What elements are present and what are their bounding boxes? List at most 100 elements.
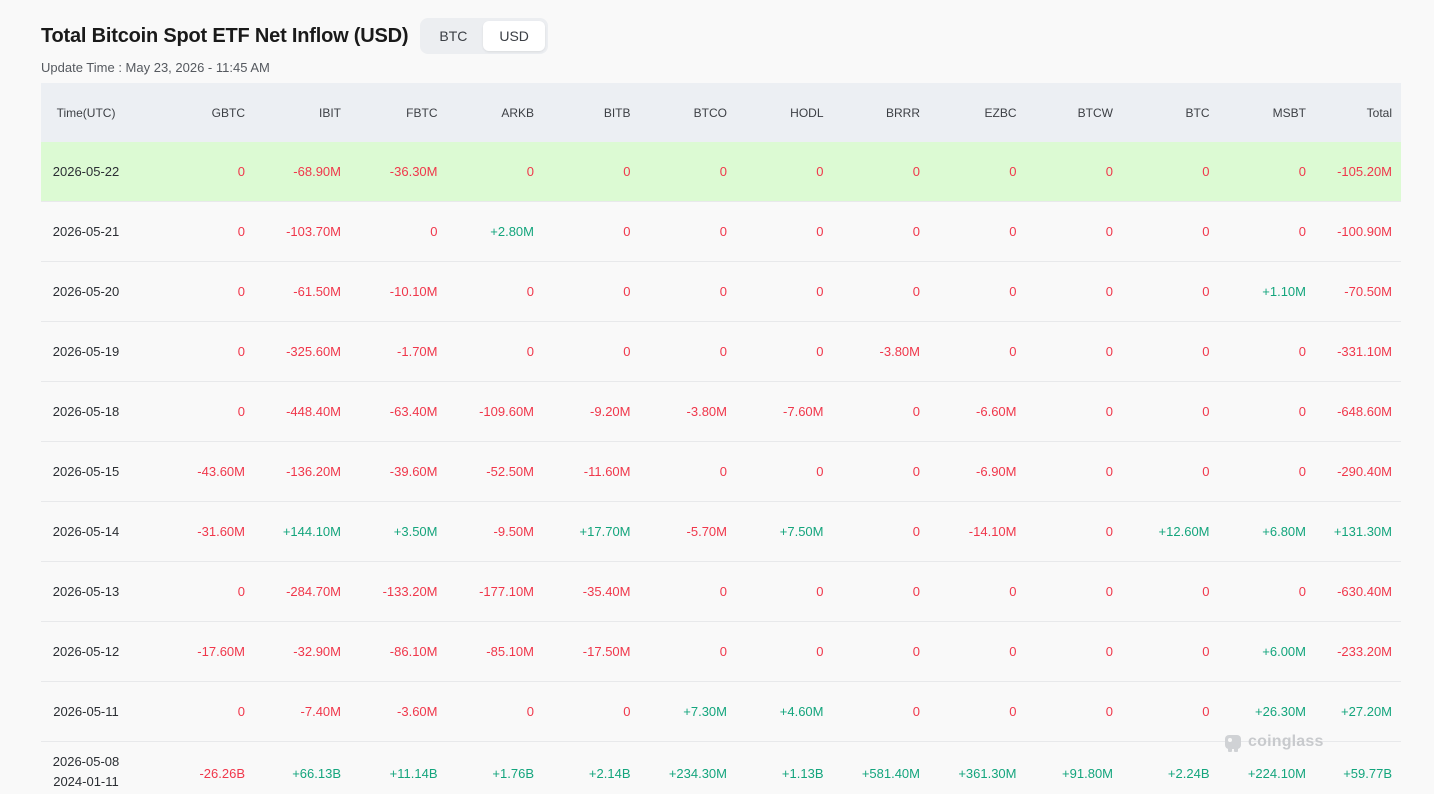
cell-total: +131.30M bbox=[1333, 524, 1392, 539]
cell-bitb: -35.40M bbox=[582, 584, 631, 599]
row-date: 2026-05-20 bbox=[52, 284, 120, 299]
row-date: 2026-05-13 bbox=[52, 584, 120, 599]
cell-gbtc: 0 bbox=[237, 704, 245, 719]
cell-fbtc: -133.20M bbox=[382, 584, 438, 599]
cell-msbt: 0 bbox=[1298, 164, 1306, 179]
coinglass-logo-icon bbox=[1225, 735, 1241, 752]
cell-hodl: 0 bbox=[816, 164, 824, 179]
cell-total: +27.20M bbox=[1341, 704, 1392, 719]
cell-hodl: 0 bbox=[816, 284, 824, 299]
table-row: 2026-05-21 0 -103.70M 0 +2.80M 0 0 0 0 0 0 0 0 -100.9… bbox=[41, 202, 1401, 262]
table-summary-row: 2026-05-08 2024-01-11 -26.26B +66.13B +11.14… bbox=[41, 742, 1401, 794]
column-header-gbtc[interactable]: GBTC bbox=[211, 105, 245, 120]
cell-btco: -5.70M bbox=[686, 524, 727, 539]
summary-cell-btc: +2.24B bbox=[1167, 766, 1210, 781]
cell-bitb: 0 bbox=[623, 164, 631, 179]
cell-arkb: +2.80M bbox=[490, 224, 534, 239]
cell-ibit: -61.50M bbox=[293, 284, 341, 299]
cell-msbt: +6.80M bbox=[1262, 524, 1306, 539]
row-date: 2026-05-19 bbox=[52, 344, 120, 359]
row-date: 2026-05-15 bbox=[52, 464, 120, 479]
cell-ibit: +144.10M bbox=[282, 524, 341, 539]
column-header-btc[interactable]: BTC bbox=[1185, 105, 1210, 120]
cell-arkb: -109.60M bbox=[479, 404, 534, 419]
cell-ezbc: 0 bbox=[1009, 164, 1017, 179]
summary-cell-fbtc: +11.14B bbox=[389, 766, 438, 781]
unit-toggle: BTC USD bbox=[420, 18, 548, 54]
column-header-time-utc[interactable]: Time(UTC) bbox=[56, 105, 116, 120]
toggle-usd-button[interactable]: USD bbox=[483, 21, 545, 51]
table-row: 2026-05-12 -17.60M -32.90M -86.10M -85.10M -1… bbox=[41, 622, 1401, 682]
cell-brrr: 0 bbox=[912, 644, 920, 659]
column-header-ezbc[interactable]: EZBC bbox=[984, 105, 1017, 120]
cell-brrr: 0 bbox=[912, 284, 920, 299]
cell-msbt: +26.30M bbox=[1255, 704, 1306, 719]
column-header-hodl[interactable]: HODL bbox=[790, 105, 824, 120]
cell-btco: +7.30M bbox=[683, 704, 727, 719]
column-header-bitb[interactable]: BITB bbox=[603, 105, 631, 120]
table-row: 2026-05-14 -31.60M +144.10M +3.50M -9.50M +17… bbox=[41, 502, 1401, 562]
table-row: 2026-05-11 0 -7.40M -3.60M 0 0 +7.30M +4.60M 0 0 0… bbox=[41, 682, 1401, 742]
cell-arkb: 0 bbox=[526, 704, 534, 719]
cell-btc: 0 bbox=[1202, 164, 1210, 179]
cell-ezbc: 0 bbox=[1009, 224, 1017, 239]
row-date: 2026-05-12 bbox=[52, 644, 120, 659]
cell-bitb: -11.60M bbox=[583, 464, 631, 479]
summary-cell-btcw: +91.80M bbox=[1062, 766, 1113, 781]
cell-gbtc: -17.60M bbox=[197, 644, 245, 659]
column-header-arkb[interactable]: ARKB bbox=[501, 105, 534, 120]
cell-btc: +12.60M bbox=[1158, 524, 1210, 539]
cell-btcw: 0 bbox=[1105, 284, 1113, 299]
row-date: 2026-05-11 bbox=[53, 704, 119, 719]
column-header-ibit[interactable]: IBIT bbox=[318, 105, 341, 120]
watermark-text: coinglass bbox=[1248, 733, 1324, 750]
cell-ibit: -7.40M bbox=[300, 704, 341, 719]
table-header-row: Time(UTC) GBTC IBIT FBTC ARKB BITB BTCO HODL BRR… bbox=[41, 83, 1401, 142]
cell-ibit: -284.70M bbox=[286, 584, 341, 599]
table-row: 2026-05-15 -43.60M -136.20M -39.60M -52.50M -… bbox=[41, 442, 1401, 502]
cell-hodl: 0 bbox=[816, 644, 824, 659]
column-header-fbtc[interactable]: FBTC bbox=[406, 105, 438, 120]
cell-ezbc: 0 bbox=[1009, 644, 1017, 659]
cell-btc: 0 bbox=[1202, 404, 1210, 419]
cell-arkb: -85.10M bbox=[486, 644, 534, 659]
column-header-btcw[interactable]: BTCW bbox=[1077, 105, 1113, 120]
cell-btcw: 0 bbox=[1105, 224, 1113, 239]
row-date: 2026-05-22 bbox=[52, 164, 120, 179]
cell-ezbc: -14.10M bbox=[968, 524, 1017, 539]
cell-fbtc: -36.30M bbox=[389, 164, 438, 179]
cell-ezbc: 0 bbox=[1009, 344, 1017, 359]
cell-gbtc: -43.60M bbox=[197, 464, 245, 479]
cell-ibit: -68.90M bbox=[293, 164, 341, 179]
cell-btco: 0 bbox=[719, 464, 727, 479]
cell-btc: 0 bbox=[1202, 344, 1210, 359]
cell-ezbc: 0 bbox=[1009, 284, 1017, 299]
cell-msbt: 0 bbox=[1298, 584, 1306, 599]
cell-arkb: -177.10M bbox=[479, 584, 534, 599]
cell-total: -648.60M bbox=[1337, 404, 1392, 419]
cell-hodl: -7.60M bbox=[783, 404, 824, 419]
cell-fbtc: +3.50M bbox=[393, 524, 438, 539]
column-header-brrr[interactable]: BRRR bbox=[885, 105, 920, 120]
cell-hodl: 0 bbox=[816, 584, 824, 599]
cell-msbt: 0 bbox=[1298, 464, 1306, 479]
cell-btcw: 0 bbox=[1105, 584, 1113, 599]
summary-cell-msbt: +224.10M bbox=[1247, 766, 1306, 781]
cell-fbtc: -3.60M bbox=[397, 704, 438, 719]
toggle-btc-button[interactable]: BTC bbox=[439, 28, 468, 44]
cell-total: -100.90M bbox=[1337, 224, 1392, 239]
cell-ibit: -325.60M bbox=[286, 344, 341, 359]
coinglass-watermark: coinglass bbox=[1222, 731, 1324, 753]
cell-brrr: 0 bbox=[912, 224, 920, 239]
column-header-total[interactable]: Total bbox=[1366, 105, 1392, 120]
cell-btco: 0 bbox=[719, 644, 727, 659]
column-header-btco[interactable]: BTCO bbox=[693, 105, 727, 120]
cell-total: -290.40M bbox=[1337, 464, 1392, 479]
summary-date-to: 2024-01-11 bbox=[53, 774, 119, 789]
cell-msbt: 0 bbox=[1298, 404, 1306, 419]
summary-date-range: 2026-05-08 2024-01-11 bbox=[42, 742, 130, 792]
cell-total: -105.20M bbox=[1337, 164, 1392, 179]
cell-brrr: 0 bbox=[912, 164, 920, 179]
column-header-msbt[interactable]: MSBT bbox=[1272, 105, 1306, 120]
